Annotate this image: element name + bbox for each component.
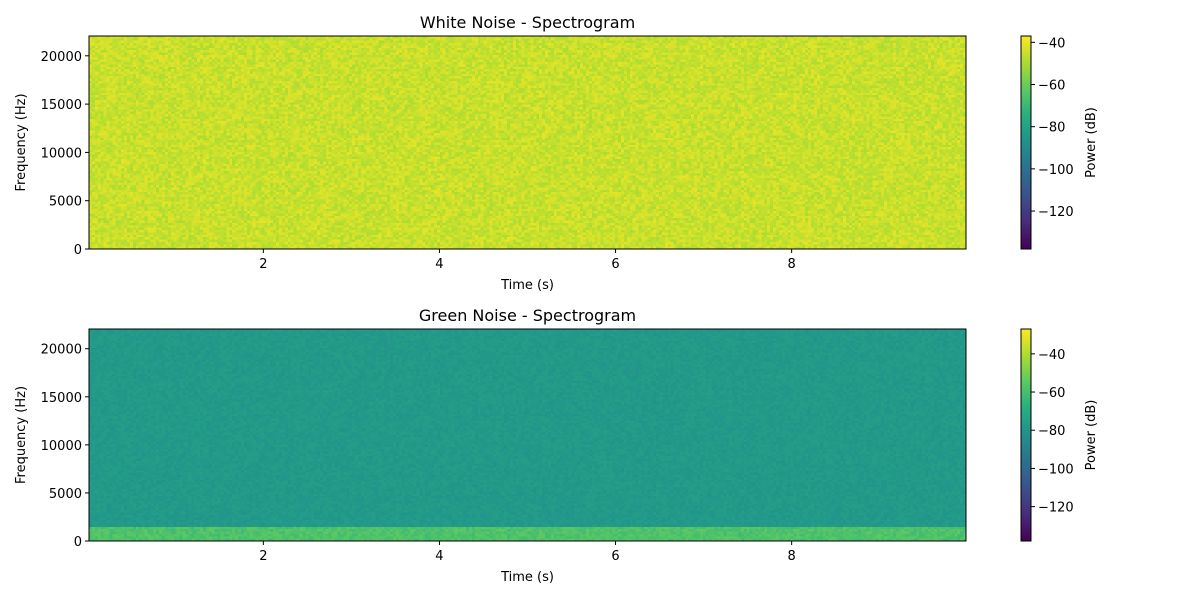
x-tick-label: 2 xyxy=(259,257,267,272)
plot-frame xyxy=(88,35,967,250)
x-axis-label: Time (s) xyxy=(500,278,554,293)
colorbar-tick-label: −40 xyxy=(1038,36,1065,51)
x-tick-label: 4 xyxy=(435,257,443,272)
colorbar xyxy=(1020,328,1032,542)
x-tick-label: 4 xyxy=(435,549,443,564)
colorbar-tick-label: −100 xyxy=(1038,163,1074,178)
y-tick-label: 0 xyxy=(74,535,82,550)
x-tick-label: 6 xyxy=(611,549,619,564)
spectrogram-panel-1: White Noise - Spectrogram 2 4 6 8 Time (s) 0 50… xyxy=(14,13,1099,293)
y-tick-label: 20000 xyxy=(41,343,82,358)
colorbar-tick-label: −100 xyxy=(1038,462,1074,477)
colorbar-label: Power (dB) xyxy=(1084,400,1099,471)
spectrogram-image xyxy=(89,36,966,249)
plot-frame xyxy=(88,328,967,542)
chart-title: White Noise - Spectrogram xyxy=(420,13,635,32)
y-axis-label: Frequency (Hz) xyxy=(14,386,29,484)
y-tick-label: 15000 xyxy=(41,391,82,406)
colorbar xyxy=(1020,35,1032,250)
x-tick-label: 6 xyxy=(611,257,619,272)
colorbar-tick-label: −80 xyxy=(1038,424,1065,439)
y-tick-label: 5000 xyxy=(49,487,82,502)
colorbar-tick-label: −120 xyxy=(1038,501,1074,516)
colorbar-label: Power (dB) xyxy=(1084,107,1099,178)
y-tick-label: 20000 xyxy=(41,50,82,65)
colorbar-tick-label: −60 xyxy=(1038,386,1065,401)
colorbar-tick-label: −80 xyxy=(1038,121,1065,136)
spectrogram-image xyxy=(89,329,966,541)
x-tick-label: 2 xyxy=(259,549,267,564)
y-tick-label: 10000 xyxy=(41,146,82,161)
x-tick-label: 8 xyxy=(788,549,796,564)
y-tick-label: 10000 xyxy=(41,439,82,454)
y-tick-label: 15000 xyxy=(41,98,82,113)
spectrogram-panel-2: Green Noise - Spectrogram 2 4 6 8 Time (s) 0 50… xyxy=(14,306,1099,585)
y-tick-label: 0 xyxy=(74,243,82,258)
y-axis-label: Frequency (Hz) xyxy=(14,93,29,191)
x-axis-label: Time (s) xyxy=(500,570,554,585)
colorbar-tick-label: −60 xyxy=(1038,79,1065,94)
x-tick-label: 8 xyxy=(788,257,796,272)
colorbar-tick-label: −120 xyxy=(1038,205,1074,220)
y-tick-label: 5000 xyxy=(49,195,82,210)
chart-title: Green Noise - Spectrogram xyxy=(419,306,636,325)
colorbar-tick-label: −40 xyxy=(1038,348,1065,363)
